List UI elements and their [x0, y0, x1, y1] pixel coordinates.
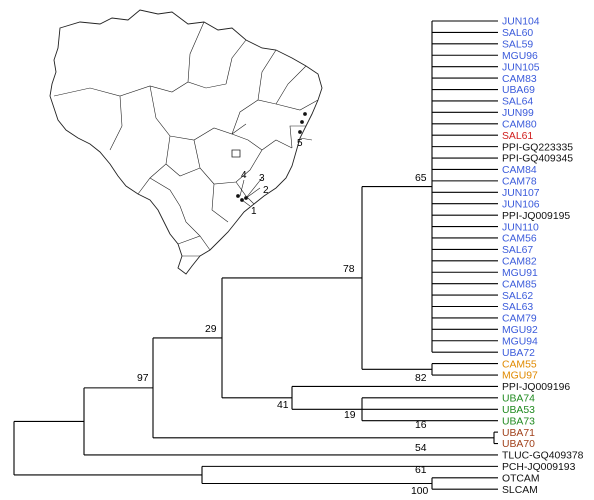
- bootstrap-82: 82: [415, 373, 427, 384]
- leaf-label-uba74: UBA74: [502, 394, 535, 405]
- bootstrap-16: 16: [415, 420, 427, 431]
- leaf-label-mgu91: MGU91: [502, 268, 538, 279]
- tree-branches: [13, 20, 498, 490]
- leaf-label-jun99: JUN99: [502, 108, 534, 119]
- leaf-label-cam56: CAM56: [502, 234, 537, 245]
- map-site-markers: [236, 112, 307, 207]
- leaf-label-mgu97: MGU97: [502, 371, 538, 382]
- leaf-label-cam78: CAM78: [502, 177, 537, 188]
- map-site-number-2: 2: [263, 185, 269, 196]
- map-site-number-4: 4: [241, 170, 247, 181]
- leaf-label-cam55: CAM55: [502, 359, 537, 370]
- leaf-label-ppi-jq009195: PPI-JQ009195: [502, 211, 570, 222]
- leaf-label-jun110: JUN110: [502, 222, 539, 233]
- leaf-label-jun104: JUN104: [502, 17, 540, 28]
- bootstrap-61: 61: [415, 465, 427, 476]
- state-borders: [53, 21, 319, 257]
- map-site-number-1: 1: [251, 206, 257, 217]
- leaf-label-cam79: CAM79: [502, 314, 537, 325]
- leaf-label-ppi-gq223335: PPI-GQ223335: [502, 142, 573, 153]
- leaf-label-uba71: UBA71: [502, 428, 535, 439]
- leaf-label-pch-jq009193: PCH-JQ009193: [502, 462, 576, 473]
- leaf-label-cam84: CAM84: [502, 165, 537, 176]
- brazil-outline: [49, 9, 323, 275]
- leaf-label-mgu92: MGU92: [502, 325, 538, 336]
- bootstrap-100: 100: [411, 486, 429, 497]
- leaf-label-cam80: CAM80: [502, 119, 537, 130]
- leaf-label-sal63: SAL63: [502, 302, 533, 313]
- leaf-label-uba73: UBA73: [502, 416, 535, 427]
- leaf-label-mgu96: MGU96: [502, 51, 538, 62]
- leaf-label-sal64: SAL64: [502, 97, 533, 108]
- df-marker: [231, 149, 241, 158]
- leaf-label-uba69: UBA69: [502, 85, 535, 96]
- leaf-label-ppi-jq009196: PPI-JQ009196: [502, 382, 570, 393]
- leaf-label-jun105: JUN105: [502, 62, 540, 73]
- leaf-label-sal60: SAL60: [502, 28, 533, 39]
- leaf-label-cam83: CAM83: [502, 74, 537, 85]
- leaf-label-tluc-gq409378: TLUC-GQ409378: [502, 451, 584, 462]
- leaf-label-jun106: JUN106: [502, 199, 540, 210]
- bootstrap-29: 29: [205, 324, 217, 335]
- leaf-label-cam82: CAM82: [502, 257, 537, 268]
- leaf-label-ppi-gq409345: PPI-GQ409345: [502, 154, 573, 165]
- map-site-number-3: 3: [259, 173, 265, 184]
- map-site-number-5: 5: [297, 138, 303, 149]
- leaf-label-jun107: JUN107: [502, 188, 540, 199]
- tree-leaf-labels: JUN104SAL60SAL59MGU96JUN105CAM83UBA69SAL…: [502, 17, 584, 496]
- leaf-label-sal62: SAL62: [502, 291, 533, 302]
- leaf-label-uba72: UBA72: [502, 348, 535, 359]
- bootstrap-54: 54: [415, 443, 427, 454]
- bootstrap-65: 65: [415, 173, 427, 184]
- bootstrap-19: 19: [344, 410, 356, 421]
- leaf-label-cam85: CAM85: [502, 279, 537, 290]
- leaf-label-sal67: SAL67: [502, 245, 533, 256]
- leaf-label-slcam: SLCAM: [502, 485, 538, 496]
- bootstrap-97: 97: [137, 373, 149, 384]
- leaf-label-sal61: SAL61: [502, 131, 533, 142]
- leaf-label-otcam: OTCAM: [502, 474, 540, 485]
- leaf-label-uba53: UBA53: [502, 405, 535, 416]
- bootstrap-41: 41: [277, 400, 289, 411]
- leaf-label-mgu94: MGU94: [502, 336, 538, 347]
- leaf-label-uba70: UBA70: [502, 439, 535, 450]
- leaf-label-sal59: SAL59: [502, 40, 533, 51]
- brazil-map: [49, 9, 323, 275]
- bootstrap-78: 78: [343, 264, 355, 275]
